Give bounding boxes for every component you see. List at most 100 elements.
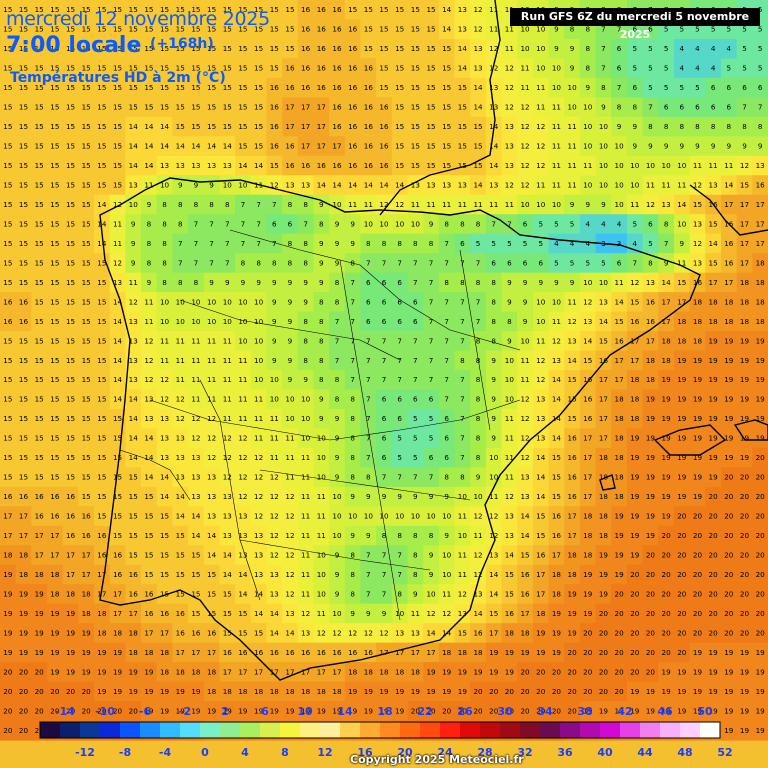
temperature-value: 15 — [379, 5, 388, 14]
temperature-cell — [235, 311, 252, 332]
temperature-value: 18 — [583, 551, 593, 560]
temperature-value: 9 — [632, 122, 637, 131]
temperature-cell — [141, 428, 158, 449]
temperature-value: 12 — [238, 473, 247, 482]
temperature-value: 15 — [223, 628, 232, 637]
temperature-cell — [109, 77, 126, 98]
temperature-value: 5 — [758, 64, 763, 73]
temperature-cell — [141, 331, 158, 352]
temperature-cell — [595, 38, 612, 60]
temperature-cell — [344, 233, 362, 254]
temperature-cell — [282, 175, 299, 196]
temperature-cell — [532, 272, 550, 293]
temperature-value: 5 — [601, 258, 606, 267]
temperature-value: 5 — [758, 25, 763, 34]
temperature-value: 9 — [397, 492, 402, 501]
temperature-cell — [360, 175, 377, 196]
temperature-cell — [642, 175, 659, 196]
temperature-cell — [720, 253, 738, 274]
temperature-cell — [376, 77, 393, 98]
temperature-value: 10 — [599, 122, 609, 131]
temperature-cell — [172, 38, 189, 60]
temperature-value: 19 — [724, 414, 734, 423]
temperature-value: 6 — [523, 219, 528, 228]
temperature-value: 8 — [460, 356, 465, 365]
temperature-cell — [62, 77, 79, 98]
temperature-cell — [235, 58, 252, 79]
temperature-value: 12 — [113, 258, 122, 267]
temperature-cell — [611, 253, 628, 274]
temperature-value: 19 — [724, 706, 734, 715]
temperature-cell — [611, 467, 628, 488]
temperature-value: 18 — [379, 667, 389, 676]
temperature-value: 17 — [662, 317, 671, 326]
temperature-value: 11 — [223, 356, 232, 365]
temperature-value: 4 — [585, 239, 590, 248]
temperature-value: 18 — [19, 551, 29, 560]
temperature-cell — [297, 428, 315, 449]
temperature-value: 4 — [727, 44, 732, 53]
temperature-value: 16 — [66, 531, 76, 540]
temperature-cell — [611, 311, 628, 332]
temperature-cell — [31, 272, 48, 293]
temperature-value: 19 — [740, 375, 750, 384]
temperature-cell — [705, 292, 722, 313]
temperature-value: 18 — [724, 297, 734, 306]
temperature-value: 15 — [568, 414, 577, 423]
temperature-value: 8 — [601, 83, 606, 92]
temperature-value: 7 — [272, 200, 277, 209]
temperature-value: 11 — [207, 375, 216, 384]
temperature-value: 15 — [3, 239, 12, 248]
temperature-value: 11 — [505, 414, 514, 423]
temperature-value: 19 — [740, 395, 750, 404]
temperature-value: 15 — [144, 103, 153, 112]
temperature-cell — [391, 447, 409, 468]
temperature-value: 12 — [207, 453, 216, 462]
temperature-value: 16 — [35, 512, 45, 521]
temperature-cell — [642, 194, 659, 215]
temperature-cell — [720, 428, 738, 449]
temperature-value: 8 — [303, 317, 308, 326]
temperature-cell — [752, 467, 768, 488]
temperature-value: 17 — [583, 453, 592, 462]
temperature-cell — [235, 19, 252, 40]
temperature-cell — [109, 0, 126, 21]
temperature-value: 8 — [319, 356, 324, 365]
temperature-value: 18 — [615, 395, 625, 404]
temperature-value: 20 — [630, 589, 640, 598]
temperature-cell — [407, 97, 424, 118]
temperature-value: 7 — [382, 473, 387, 482]
temperature-cell — [360, 408, 377, 430]
temperature-value: 20 — [82, 706, 92, 715]
temperature-cell — [611, 389, 628, 410]
temperature-value: 7 — [382, 589, 387, 598]
temperature-value: 19 — [646, 414, 656, 423]
temperature-value: 18 — [317, 687, 327, 696]
temperature-value: 13 — [599, 297, 608, 306]
temperature-value: 19 — [583, 589, 593, 598]
temperature-value: 14 — [129, 161, 139, 170]
temperature-value: 16 — [536, 551, 546, 560]
temperature-value: 14 — [144, 142, 154, 151]
temperature-cell — [517, 97, 534, 118]
temperature-value: 5 — [570, 219, 575, 228]
temperature-cell — [62, 428, 79, 449]
temperature-value: 19 — [82, 648, 92, 657]
temperature-cell — [78, 311, 95, 332]
temperature-cell — [94, 97, 111, 118]
temperature-value: 16 — [332, 161, 342, 170]
temperature-value: 9 — [695, 142, 700, 151]
temperature-value: 19 — [568, 609, 578, 618]
temperature-value: 20 — [35, 667, 45, 676]
temperature-cell — [360, 370, 377, 391]
temperature-cell — [172, 116, 189, 137]
temperature-value: 18 — [568, 570, 578, 579]
temperature-value: 10 — [348, 512, 358, 521]
temperature-value: 5 — [648, 44, 653, 53]
temperature-value: 7 — [429, 375, 434, 384]
temperature-cell — [313, 370, 330, 391]
temperature-cell — [47, 253, 64, 274]
temperature-value: 15 — [19, 103, 28, 112]
temperature-value: 15 — [82, 434, 91, 443]
